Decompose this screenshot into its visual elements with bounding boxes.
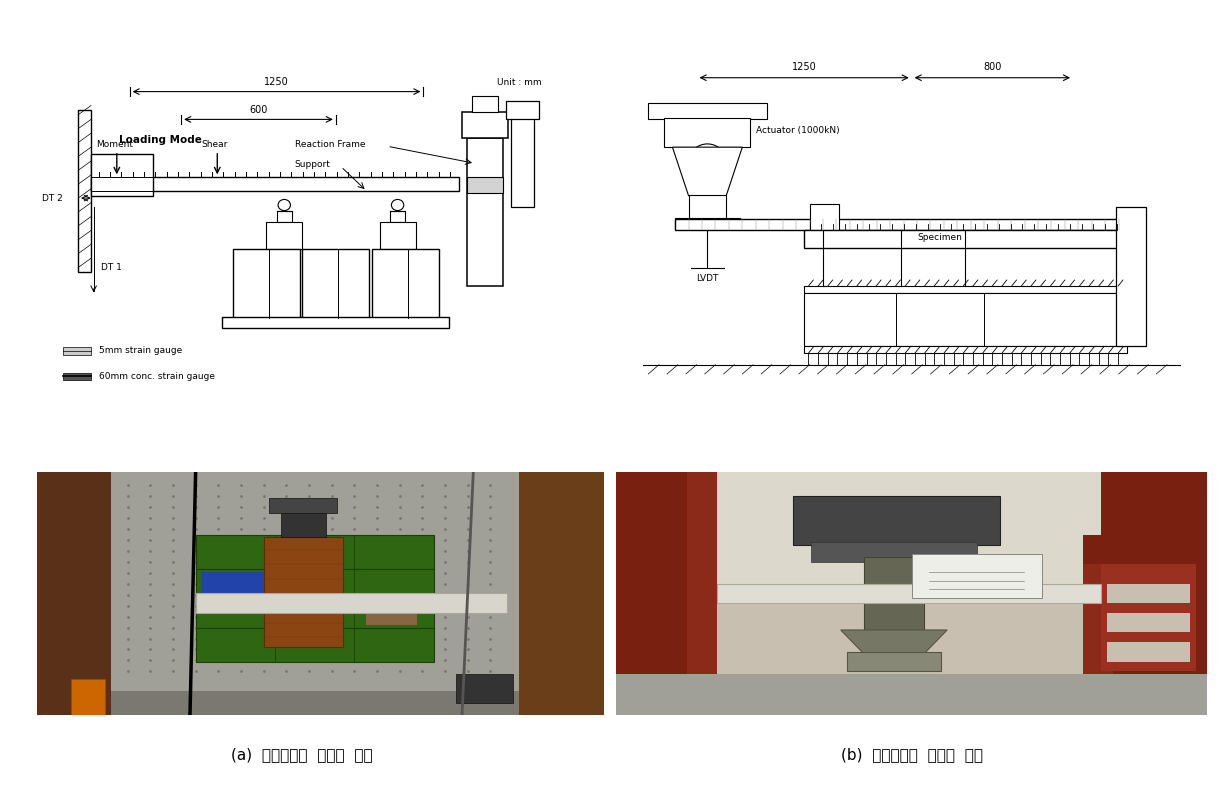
Bar [366, 601, 416, 625]
Bar [809, 204, 839, 230]
Bar [372, 249, 439, 318]
Bar [286, 542, 342, 562]
Bar [281, 508, 326, 538]
Bar [804, 346, 1127, 353]
Bar [1116, 208, 1146, 346]
Bar [63, 347, 91, 354]
Text: Specimen: Specimen [917, 233, 962, 242]
Bar [276, 211, 292, 222]
Bar [270, 498, 338, 513]
Bar [616, 472, 692, 715]
Bar [389, 211, 405, 222]
Circle shape [690, 144, 724, 174]
Bar [37, 472, 111, 715]
Text: Loading Mode: Loading Mode [120, 135, 202, 145]
Polygon shape [840, 630, 947, 654]
Bar [1083, 556, 1112, 715]
Text: (a)  단조가력시  실험체  설치: (a) 단조가력시 실험체 설치 [232, 747, 372, 762]
Bar [804, 286, 1127, 293]
Bar [467, 178, 503, 193]
Bar [201, 571, 270, 593]
Bar [71, 679, 105, 715]
Text: LVDT: LVDT [696, 274, 718, 284]
Bar [1101, 564, 1195, 671]
Text: 1250: 1250 [264, 77, 288, 87]
Text: DT 1: DT 1 [101, 263, 122, 272]
Bar [519, 472, 604, 715]
Text: (b)  반복가력시  실험체  설치: (b) 반복가력시 실험체 설치 [840, 747, 983, 762]
Bar [1106, 642, 1190, 662]
Bar [91, 154, 153, 196]
Text: 600: 600 [249, 105, 267, 115]
Bar [266, 222, 302, 249]
Bar [223, 318, 450, 328]
Bar [1101, 472, 1207, 715]
Bar [664, 119, 750, 147]
Bar [506, 101, 540, 119]
Bar [675, 218, 739, 228]
Text: 5mm strain gauge: 5mm strain gauge [99, 347, 182, 355]
Bar [1106, 613, 1190, 633]
Bar [687, 472, 1136, 593]
Bar [111, 472, 519, 691]
Bar [233, 249, 299, 318]
Bar [811, 542, 977, 562]
Bar [717, 584, 1101, 603]
Bar [804, 230, 1127, 248]
Bar [379, 222, 415, 249]
Bar [456, 674, 513, 703]
Text: Actuator (1000kN): Actuator (1000kN) [755, 127, 839, 135]
Text: DT 2: DT 2 [42, 193, 63, 203]
Bar [63, 373, 91, 380]
Bar [912, 554, 1042, 598]
Bar [264, 538, 342, 647]
Text: Moment: Moment [96, 141, 133, 149]
Bar [865, 556, 924, 630]
Bar [196, 593, 508, 613]
Bar [511, 110, 535, 208]
Text: Support: Support [294, 160, 330, 169]
Bar [78, 110, 91, 272]
Bar [462, 112, 509, 138]
Text: Reaction Frame: Reaction Frame [294, 141, 365, 149]
Text: 60mm conc. strain gauge: 60mm conc. strain gauge [99, 372, 214, 380]
Bar [467, 138, 503, 286]
Bar [196, 535, 434, 662]
Bar [648, 103, 766, 119]
Bar [804, 293, 1127, 346]
Text: Shear: Shear [202, 141, 228, 149]
Bar [616, 674, 1207, 715]
Bar [91, 178, 460, 191]
Bar [1083, 535, 1207, 564]
Circle shape [392, 200, 404, 211]
Text: 1250: 1250 [792, 62, 817, 72]
Bar [846, 652, 941, 671]
Text: 800: 800 [983, 62, 1002, 72]
Bar [472, 96, 498, 112]
Bar [302, 249, 370, 318]
Polygon shape [673, 147, 743, 196]
Circle shape [278, 200, 291, 211]
Bar [687, 472, 717, 715]
Bar [793, 496, 1000, 545]
Text: Unit : mm: Unit : mm [498, 78, 542, 87]
Bar [1106, 584, 1190, 603]
Bar [675, 219, 1127, 230]
Bar [689, 195, 726, 219]
